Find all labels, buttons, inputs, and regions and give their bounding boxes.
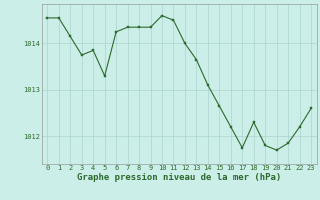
X-axis label: Graphe pression niveau de la mer (hPa): Graphe pression niveau de la mer (hPa): [77, 173, 281, 182]
